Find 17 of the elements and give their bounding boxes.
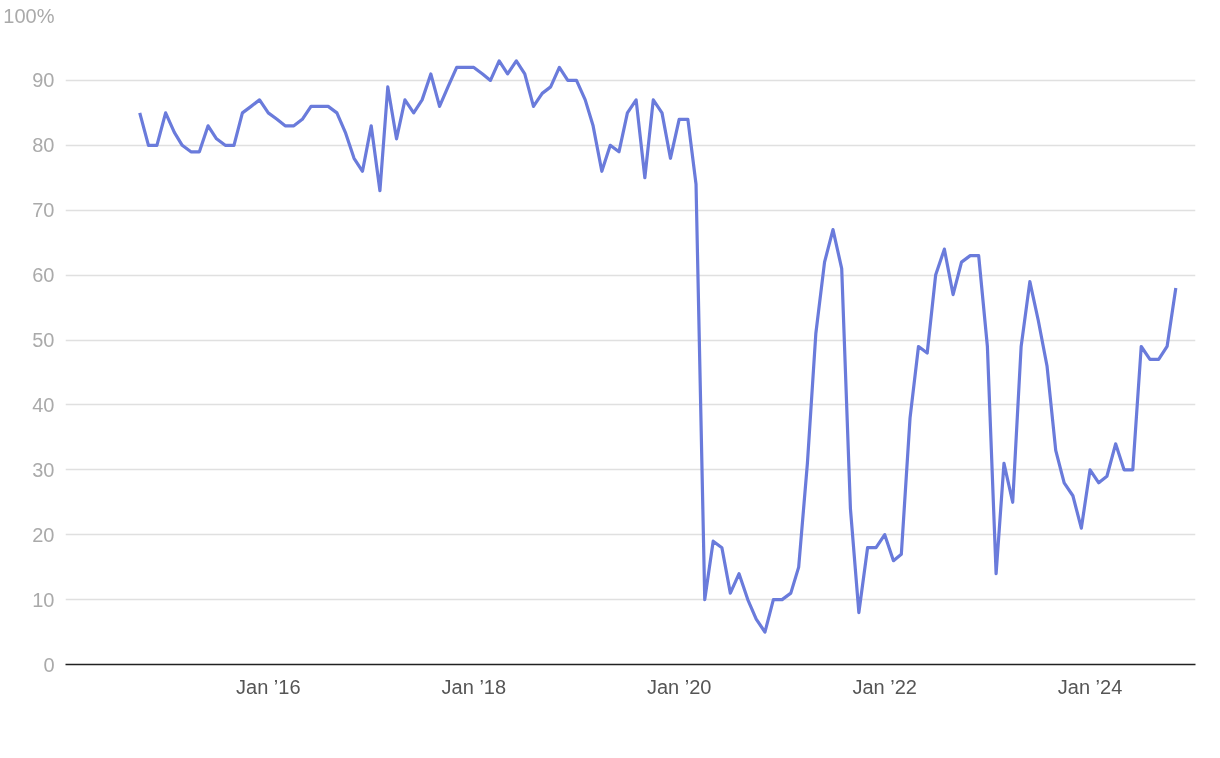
y-tick-label: 50 [32, 329, 55, 351]
line-series [138, 59, 1178, 634]
x-tick-label: Jan ’22 [852, 675, 917, 698]
x-tick-label: Jan ’24 [1057, 675, 1123, 698]
x-tick-label: Jan ’20 [646, 675, 712, 698]
y-tick-label: 10 [32, 588, 55, 611]
y-tick-label: 40 [32, 393, 55, 416]
y-tick-label: 30 [32, 458, 55, 481]
y-tick-label: 0 [43, 653, 55, 676]
y-tick-label: 70 [32, 199, 55, 222]
x-tick-label: Jan ’18 [441, 675, 507, 698]
y-tick-label: 60 [32, 264, 55, 287]
x-tick-label: Jan ’16 [236, 675, 301, 698]
y-tick-label: 100% [3, 4, 55, 27]
y-tick-label: 90 [32, 69, 55, 92]
y-tick-label: 80 [32, 134, 55, 157]
y-tick-label: 20 [32, 523, 55, 546]
